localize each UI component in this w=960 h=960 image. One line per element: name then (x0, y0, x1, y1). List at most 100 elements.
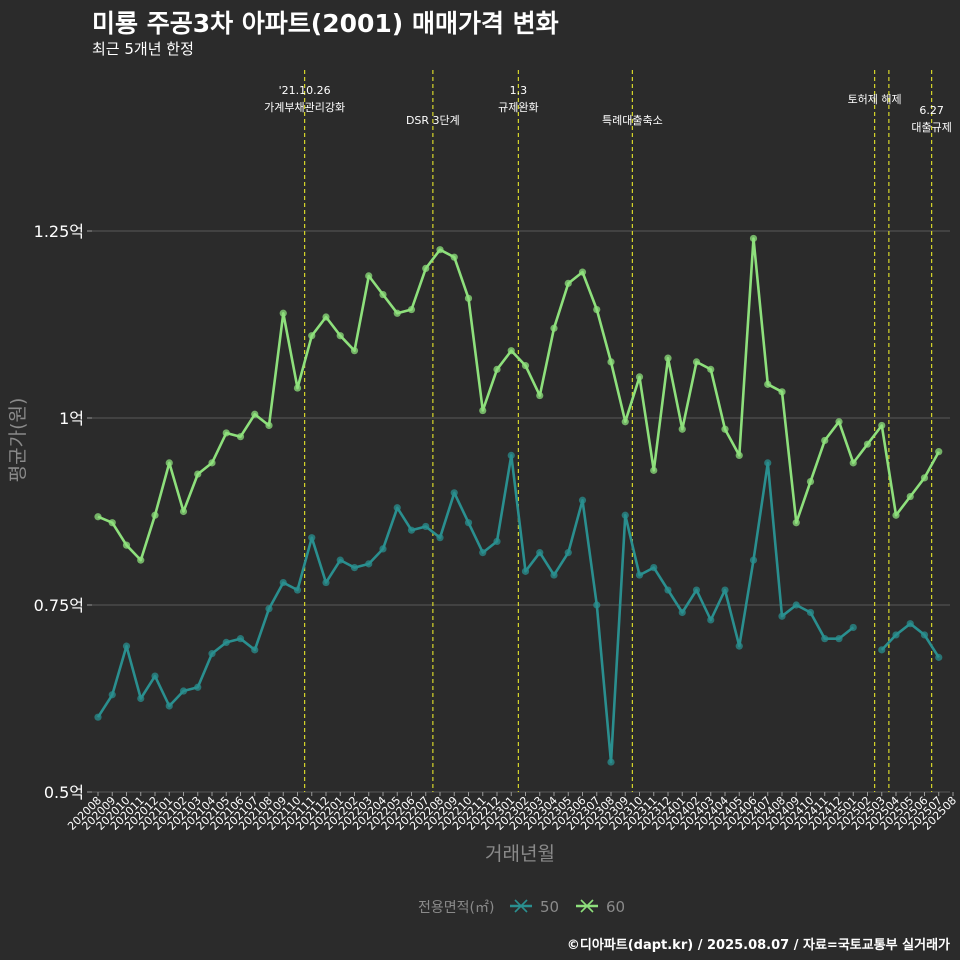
event-label: 6.27 (919, 104, 944, 117)
data-point-60 (550, 324, 558, 332)
data-point-60 (764, 380, 772, 388)
data-point-50 (678, 608, 686, 617)
event-label: 토허제 해제 (848, 92, 902, 106)
data-point-60 (493, 365, 501, 373)
legend-cross-mark (580, 899, 594, 913)
data-point-60 (279, 309, 287, 317)
data-point-50 (436, 534, 444, 542)
y-tick-label: 1억 (59, 409, 84, 428)
data-point-50 (721, 586, 729, 594)
data-point-60 (878, 421, 886, 430)
data-point-50 (393, 504, 401, 512)
data-point-50 (935, 653, 943, 661)
data-point-50 (94, 713, 102, 721)
data-point-60 (507, 347, 515, 355)
data-point-60 (849, 459, 857, 467)
data-point-50 (920, 631, 929, 639)
data-point-50 (365, 560, 373, 568)
data-point-50 (251, 646, 259, 654)
data-point-50 (108, 691, 116, 699)
data-point-50 (137, 694, 145, 703)
x-axis-title: 거래년월 (485, 843, 555, 865)
data-point-60 (593, 305, 601, 314)
data-point-50 (578, 496, 587, 504)
data-point-50 (707, 616, 715, 624)
data-point-60 (721, 425, 729, 433)
data-point-60 (735, 451, 743, 459)
data-point-60 (208, 459, 216, 467)
data-point-60 (906, 492, 914, 501)
data-point-50 (151, 672, 159, 680)
data-point-60 (350, 347, 359, 355)
data-point-50 (422, 522, 430, 531)
legend-title: 전용면적(㎡) (418, 900, 494, 916)
data-point-60 (393, 309, 401, 317)
data-point-50 (906, 620, 914, 628)
data-point-50 (293, 586, 302, 594)
data-point-50 (735, 642, 743, 650)
data-point-50 (521, 567, 530, 575)
data-point-60 (236, 433, 245, 441)
data-point-60 (222, 429, 230, 437)
data-point-50 (593, 601, 601, 609)
data-point-60 (892, 511, 900, 519)
data-point-50 (194, 683, 202, 691)
event-label: DSR 3단계 (406, 114, 460, 127)
data-point-60 (194, 470, 202, 478)
data-point-50 (165, 702, 173, 710)
data-point-50 (764, 459, 772, 467)
data-point-50 (208, 650, 216, 658)
data-point-60 (707, 365, 715, 373)
data-point-50 (806, 608, 815, 617)
event-label: '21.10.26 (279, 84, 331, 97)
data-point-60 (678, 425, 686, 433)
legend-item-60: 60 (576, 898, 625, 916)
legend: 전용면적(㎡) 50 60 (418, 898, 625, 916)
data-point-60 (464, 294, 473, 302)
data-point-50 (265, 605, 273, 613)
data-point-60 (322, 313, 330, 321)
data-point-50 (878, 646, 886, 654)
data-point-60 (806, 477, 815, 486)
data-point-50 (507, 451, 515, 459)
data-point-50 (279, 578, 287, 587)
event-label: 규제완화 (498, 101, 538, 114)
data-point-50 (222, 638, 230, 647)
data-point-60 (94, 513, 102, 521)
grid-lines (87, 230, 950, 793)
data-point-60 (920, 474, 929, 482)
data-point-50 (621, 511, 629, 519)
data-point-50 (493, 537, 501, 546)
data-point-60 (450, 253, 458, 261)
event-label: 1.3 (510, 84, 528, 97)
y-tick-labels: 0.5억 0.75억 1억 1.25억 (34, 222, 84, 802)
data-point-50 (479, 549, 487, 557)
data-point-50 (322, 578, 330, 587)
y-tick-label: 0.75억 (34, 596, 84, 615)
data-point-50 (350, 564, 359, 572)
data-point-50 (550, 571, 558, 579)
source-credit: ©디아파트(dapt.kr) / 2025.08.07 / 자료=국토교통부 실… (566, 938, 950, 953)
legend-cross-mark (514, 899, 528, 913)
data-point-60 (251, 410, 259, 418)
data-point-50 (892, 631, 900, 639)
legend-item-50: 50 (510, 898, 559, 916)
data-point-60 (108, 519, 116, 527)
data-point-60 (407, 305, 416, 314)
chart-subtitle: 최근 5개년 한정 (92, 40, 194, 58)
data-point-60 (521, 362, 530, 370)
legend-label: 60 (606, 898, 625, 916)
y-tick-label: 0.5억 (44, 783, 84, 802)
data-point-60 (293, 384, 302, 392)
data-point-50 (536, 549, 544, 557)
data-point-50 (792, 601, 800, 609)
data-point-50 (122, 642, 131, 650)
data-point-60 (792, 519, 800, 527)
data-point-50 (749, 556, 758, 564)
data-point-50 (635, 571, 644, 579)
data-point-60 (137, 556, 145, 564)
y-tick-label: 1.25억 (34, 222, 84, 241)
data-point-50 (236, 635, 245, 643)
data-point-60 (692, 358, 701, 366)
legend-label: 50 (540, 898, 559, 916)
